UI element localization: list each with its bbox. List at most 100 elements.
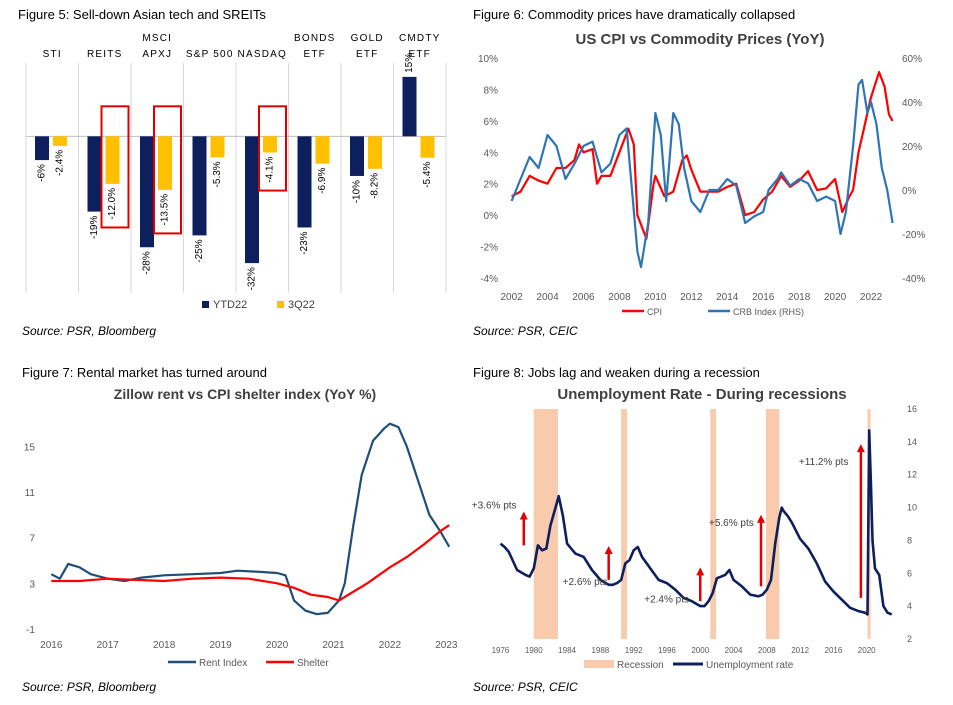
- series-line-crb: [510, 78, 894, 269]
- recession-band: [533, 409, 558, 639]
- increase-arrow-head: [604, 546, 613, 554]
- y-left-tick-label: 10%: [478, 54, 498, 65]
- category-label: APXJ: [142, 49, 172, 60]
- category-label: CMDTY: [399, 33, 441, 44]
- y-right-tick-label: 20%: [902, 142, 922, 153]
- x-tick-label: 2022: [860, 292, 883, 303]
- chart-title: Unemployment Rate - During recessions: [557, 386, 846, 403]
- increase-label: +3.6% pts: [472, 501, 517, 512]
- y-right-tick-label: 0%: [902, 186, 917, 197]
- bar-3q22: [210, 136, 225, 158]
- category-label: REITS: [87, 49, 122, 60]
- category-label: STI: [43, 49, 62, 60]
- x-tick-label: 2017: [97, 640, 120, 651]
- x-tick-label: 2019: [209, 640, 232, 651]
- increase-label: +2.6% pts: [563, 577, 608, 588]
- recession-band: [710, 409, 717, 639]
- bar-ytd22: [140, 136, 154, 248]
- category-label: ETF: [356, 49, 379, 60]
- x-tick-label: 2016: [825, 646, 843, 655]
- figure-8-label: Figure 8: Jobs lag and weaken during a r…: [473, 365, 760, 380]
- category-label: BONDS: [294, 33, 336, 44]
- bar-ytd22: [87, 136, 102, 212]
- figure-7-source: Source: PSR, Bloomberg: [22, 680, 157, 694]
- bar-data-label: -10%: [352, 180, 363, 203]
- y-tick-label: 2: [907, 634, 912, 644]
- legend-swatch: [277, 301, 284, 308]
- y-tick-label: 10: [907, 503, 917, 513]
- y-tick-label: 12: [907, 470, 917, 480]
- y-left-tick-label: 6%: [484, 117, 499, 128]
- x-tick-label: 2021: [322, 640, 345, 651]
- increase-label: +2.4% pts: [644, 594, 689, 605]
- bar-data-label: -12.0%: [107, 188, 118, 220]
- bar-data-label: -4.1%: [265, 156, 276, 182]
- series-line-rent-index: [50, 422, 451, 616]
- y-tick-label: 11: [25, 488, 36, 499]
- series-line-shelter: [51, 524, 450, 602]
- y-left-tick-label: -2%: [480, 243, 498, 254]
- legend-label: CRB Index (RHS): [733, 307, 804, 317]
- y-left-tick-label: 8%: [484, 85, 499, 96]
- series-line-unemployment: [499, 429, 893, 616]
- x-tick-label: 1996: [658, 646, 676, 655]
- increase-arrow-head: [856, 444, 865, 453]
- figure-6-chart: US CPI vs Commodity Prices (YoY) -4% -2% 0%…: [478, 31, 925, 317]
- bar-data-label: -23%: [299, 231, 310, 254]
- bar-data-label: 15%: [404, 53, 415, 73]
- bar-3q22: [263, 136, 277, 153]
- x-tick-label: 2004: [725, 646, 743, 655]
- y-left-tick-label: -4%: [480, 274, 498, 285]
- highlight-box: [153, 105, 182, 235]
- figure-8-source: Source: PSR, CEIC: [473, 680, 578, 694]
- category-label: ETF: [304, 49, 327, 60]
- x-tick-label: 2000: [691, 646, 709, 655]
- series-line-cpi: [511, 71, 894, 240]
- x-tick-label: 1984: [558, 646, 576, 655]
- bar-data-label: -6%: [37, 164, 48, 182]
- legend-label: Shelter: [297, 658, 329, 669]
- increase-arrow-head: [696, 567, 705, 576]
- x-tick-label: 1980: [525, 646, 543, 655]
- bar-data-label: -32%: [247, 267, 258, 290]
- category-label: MSCI: [142, 33, 172, 44]
- x-tick-label: 2016: [40, 640, 63, 651]
- highlight-box: [258, 105, 287, 192]
- bar-ytd22: [245, 136, 259, 264]
- x-tick-label: 2018: [788, 292, 811, 303]
- bar-ytd22: [402, 76, 417, 137]
- y-right-tick-label: -40%: [902, 274, 925, 285]
- legend-label: Unemployment rate: [706, 660, 794, 671]
- x-tick-label: 2020: [858, 646, 876, 655]
- figure-8-chart: Unemployment Rate - During recessions 2 4 6…: [472, 386, 917, 671]
- bar-data-label: -28%: [142, 251, 153, 274]
- increase-label: +11.2% pts: [799, 457, 849, 468]
- figure-7-label: Figure 7: Rental market has turned aroun…: [22, 365, 267, 380]
- bar-ytd22: [297, 136, 312, 228]
- x-tick-label: 2012: [680, 292, 703, 303]
- x-tick-label: 2023: [435, 640, 458, 651]
- y-right-tick-label: -20%: [902, 230, 925, 241]
- bar-data-label: -5.3%: [212, 161, 223, 187]
- x-tick-label: 2010: [644, 292, 667, 303]
- bar-data-label: -19%: [89, 216, 100, 239]
- bar-data-label: -2.4%: [55, 150, 66, 176]
- figure-7-panel: Figure 7: Rental market has turned aroun…: [0, 355, 470, 705]
- y-left-tick-label: 0%: [484, 211, 499, 222]
- y-right-tick-label: 60%: [902, 54, 922, 65]
- bar-ytd22: [192, 136, 207, 236]
- legend-label: Recession: [617, 660, 664, 671]
- x-tick-label: 1976: [492, 646, 510, 655]
- x-tick-label: 2002: [500, 292, 523, 303]
- y-tick-label: 7: [29, 534, 35, 545]
- x-tick-label: 2016: [752, 292, 775, 303]
- x-tick-label: 2008: [608, 292, 631, 303]
- y-tick-label: -1: [26, 625, 35, 636]
- bar-3q22: [315, 136, 330, 164]
- bar-data-label: -8.2%: [370, 173, 381, 199]
- figure-7-chart: Zillow rent vs CPI shelter index (YoY %)…: [24, 386, 458, 669]
- category-label: S&P 500: [186, 49, 234, 60]
- x-tick-label: 2020: [266, 640, 289, 651]
- y-tick-label: 14: [907, 437, 917, 447]
- legend-label: Rent Index: [199, 658, 247, 669]
